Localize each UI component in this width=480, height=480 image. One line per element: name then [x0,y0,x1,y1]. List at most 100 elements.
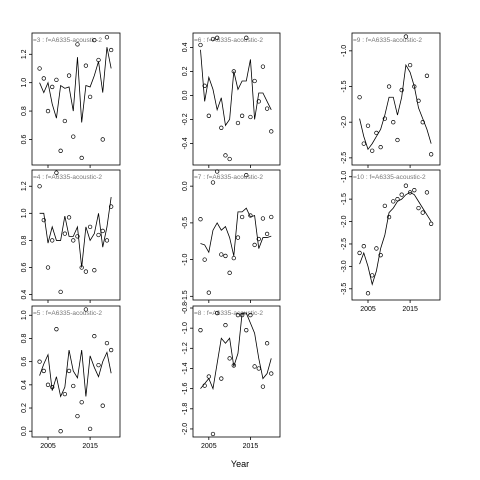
data-point [357,250,362,256]
data-point [403,34,409,39]
y-tick-label: 0.8 [21,106,28,116]
data-point [87,94,93,100]
data-point [256,99,261,104]
data-point [198,42,203,48]
data-point [412,188,417,193]
y-tick-label: -1.6 [182,382,189,394]
y-tick-label: -1.0 [341,171,348,183]
panel: =10 : f=A6335-acoustic-2 -3.5 -3.0 -2.5 -2.0… [341,169,441,313]
data-point [399,87,404,93]
panel-title: =8 : f=A6335-acoustic-2 [194,310,263,317]
data-point [378,253,383,258]
fit-line [359,191,432,286]
y-tick-label: -2.0 [341,116,348,128]
panel: =7 : f=A6335-acoustic-2 -1.5 -1.0 -0.5 0.0 [182,169,281,303]
data-point [378,145,383,150]
panel-frame [31,169,121,301]
y-tick-label: -0.8 [182,302,189,314]
data-point [264,231,270,237]
data-point [239,214,245,220]
data-point [429,221,434,226]
data-point [260,216,266,221]
panel-frame [192,305,281,438]
data-point [100,137,105,142]
data-point [92,37,97,43]
data-point [109,204,114,209]
y-tick-label: 0.4 [182,42,189,52]
data-point [244,328,249,333]
data-point [361,141,366,146]
panel: =5 : f=A6335-acoustic-2 0.0 0.2 0.4 0.6 0.8 1.… [21,305,121,450]
panel-frame [351,32,441,166]
data-point [92,268,97,273]
data-point [239,113,245,118]
data-point [264,106,270,111]
panel: =3 : f=A6335-acoustic-2 0.6 0.8 1.0 1.2 [21,32,121,168]
data-point [256,236,261,242]
fit-line [39,197,112,268]
data-point [41,76,46,81]
fit-line [359,63,432,151]
data-point [75,42,80,47]
y-tick-label: -1.0 [341,45,348,57]
data-point [244,35,249,40]
data-point [100,228,105,234]
x-tick-label: 2015 [243,443,259,450]
data-point [219,252,224,257]
data-point [214,35,220,40]
data-point [429,152,434,157]
data-point [260,384,266,389]
data-point [71,238,76,243]
data-point [96,57,101,63]
data-point [83,63,89,68]
data-point [223,253,228,259]
y-tick-label: -1.2 [182,342,189,354]
y-tick-label: 0.2 [182,66,189,76]
data-point [424,190,430,195]
data-point [227,156,232,162]
data-point [365,291,371,296]
y-tick-label: -0.4 [182,137,189,149]
y-tick-label: 0.2 [21,403,28,413]
data-point [104,340,110,346]
x-axis-label: Year [231,459,249,469]
y-tick-label: -1.5 [341,193,348,205]
y-tick-label: -0.2 [182,113,189,125]
data-point [66,368,72,374]
panel-title: =4 : f=A6335-acoustic-2 [33,174,102,181]
y-tick-label: -2.5 [341,152,348,164]
data-point [244,172,249,178]
panel-frame [192,32,281,166]
data-point [235,120,241,126]
data-point [210,180,216,185]
data-point [50,238,55,243]
data-point [235,312,241,318]
y-tick-label: 1.0 [21,78,28,88]
y-tick-label: 1.0 [21,310,28,320]
data-point [62,391,67,397]
panel-title: =3 : f=A6335-acoustic-2 [33,37,102,44]
panel-frame [192,169,281,301]
data-point [45,265,51,270]
data-point [54,77,59,82]
data-point [54,170,59,175]
y-tick-label: 0.0 [182,181,189,191]
y-tick-label: -3.5 [341,283,348,295]
fit-line [200,312,272,391]
data-point [96,362,101,368]
data-point [79,400,84,405]
y-tick-label: -2.5 [341,238,348,250]
data-point [71,383,76,389]
fit-line [200,207,272,257]
panel-frame [351,169,441,301]
data-point [202,83,207,88]
y-tick-label: 0.4 [21,290,28,300]
data-point [71,134,76,139]
data-point [96,232,101,238]
y-tick-label: -2.0 [341,215,348,227]
data-point [264,341,270,346]
data-point [424,73,430,78]
x-tick-label: 2015 [82,443,98,450]
data-point [210,36,216,42]
y-tick-label: 0.4 [21,380,28,390]
